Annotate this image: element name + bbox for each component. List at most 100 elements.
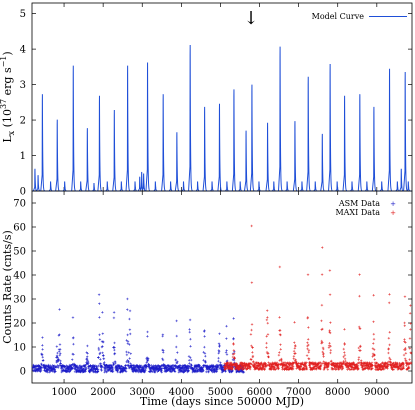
asm-data-point — [80, 365, 84, 368]
x-tick-label: 4000 — [169, 387, 194, 398]
asm-data-point — [98, 316, 101, 319]
maxi-data-point — [403, 324, 407, 328]
asm-data-point — [187, 355, 191, 358]
maxi-data-point — [343, 353, 347, 357]
asm-data-point — [56, 351, 59, 355]
asm-data-point — [205, 370, 208, 374]
maxi-data-point — [292, 355, 296, 358]
asm-data-point — [217, 349, 221, 352]
maxi-data-point — [266, 363, 269, 367]
bottom-panel: 0 10 20 30 40 50 60 70 1000 2000 3000 4000 5000 6000… — [1, 190, 413, 408]
maxi-data-point — [268, 364, 272, 368]
asm-data-point — [42, 359, 45, 362]
asm-data-point — [215, 370, 219, 373]
maxi-data-point — [320, 341, 323, 345]
maxi-data-point — [373, 358, 376, 361]
maxi-data-point — [270, 367, 273, 370]
maxi-data-point — [314, 361, 317, 364]
maxi-data-point — [298, 367, 302, 371]
asm-data-point — [218, 345, 221, 348]
asm-data-point — [125, 339, 128, 342]
maxi-data-point — [265, 335, 268, 338]
maxi-data-point — [402, 361, 405, 365]
asm-data-point — [102, 357, 106, 361]
asm-data-point — [219, 361, 222, 364]
asm-data-point — [47, 368, 51, 372]
top-panel: 0 1 2 3 4 5 ↓ Model Curve Lx (1037 erg s−1) — [0, 2, 413, 198]
maxi-data-point — [291, 363, 294, 367]
maxi-data-point — [372, 342, 375, 345]
asm-data-point — [78, 364, 82, 367]
asm-data-point — [119, 370, 122, 374]
asm-data-point — [118, 364, 122, 367]
maxi-data-point — [373, 353, 376, 357]
maxi-data-point — [307, 357, 310, 360]
asm-data-point — [112, 316, 116, 320]
asm-data-point — [184, 364, 187, 367]
asm-data-point — [41, 336, 44, 339]
maxi-data-point — [230, 366, 233, 369]
maxi-data-point — [280, 359, 283, 363]
maxi-data-point — [341, 366, 345, 370]
asm-data-point — [82, 367, 86, 370]
maxi-data-point — [322, 352, 325, 355]
asm-data-point — [124, 364, 127, 368]
asm-data-point — [58, 363, 61, 367]
bottom-y-tick-label: 30 — [13, 295, 26, 306]
maxi-data-point — [321, 341, 324, 344]
maxi-data-point — [249, 333, 253, 336]
maxi-data-point — [329, 360, 333, 363]
maxi-data-point — [402, 367, 406, 370]
maxi-data-point — [275, 361, 279, 364]
asm-data-point — [232, 317, 235, 320]
maxi-data-point — [293, 341, 296, 344]
maxi-data-point — [306, 316, 310, 319]
maxi-data-point — [371, 347, 375, 350]
asm-data-point — [99, 362, 103, 365]
asm-data-point — [174, 358, 178, 362]
asm-data-point — [96, 368, 100, 372]
model-curve-line — [32, 44, 412, 192]
asm-data-point — [189, 345, 192, 348]
maxi-data-point — [372, 332, 376, 336]
maxi-data-point — [361, 365, 365, 368]
asm-data-point — [204, 354, 207, 358]
maxi-data-point — [357, 367, 360, 371]
maxi-data-point — [305, 354, 309, 357]
maxi-data-point — [403, 295, 407, 298]
legend-marker-maxi: + — [390, 209, 396, 217]
asm-data-point — [79, 368, 82, 371]
asm-data-point — [59, 352, 62, 355]
maxi-data-point — [403, 338, 406, 341]
maxi-data-point — [409, 362, 413, 365]
maxi-data-point — [278, 351, 281, 354]
asm-data-point — [160, 367, 164, 370]
asm-data-point — [126, 297, 129, 301]
maxi-data-point — [409, 304, 412, 307]
maxi-data-point — [267, 361, 270, 364]
maxi-data-point — [298, 362, 302, 365]
maxi-data-point — [405, 359, 408, 363]
maxi-data-point — [267, 352, 270, 355]
asm-data-point — [97, 293, 101, 296]
asm-data-point — [174, 345, 178, 349]
asm-data-point — [59, 359, 62, 363]
asm-data-point — [116, 370, 120, 374]
asm-data-point — [55, 345, 59, 348]
legend-marker-asm: + — [390, 200, 396, 208]
asm-data-point — [101, 351, 104, 355]
asm-data-point — [72, 342, 75, 346]
asm-data-point — [203, 335, 206, 338]
maxi-data-point — [299, 365, 303, 369]
asm-data-point — [202, 330, 206, 333]
maxi-data-point — [250, 344, 253, 348]
asm-data-point — [224, 369, 227, 373]
bottom-legend: ASM Data + MAXI Data + — [335, 199, 396, 217]
maxi-data-point — [259, 364, 262, 368]
maxi-data-point — [356, 364, 360, 368]
asm-data-point — [102, 340, 105, 344]
maxi-data-point — [266, 316, 269, 319]
asm-data-point — [87, 362, 90, 365]
asm-data-point — [77, 366, 80, 369]
asm-data-point — [242, 370, 246, 374]
